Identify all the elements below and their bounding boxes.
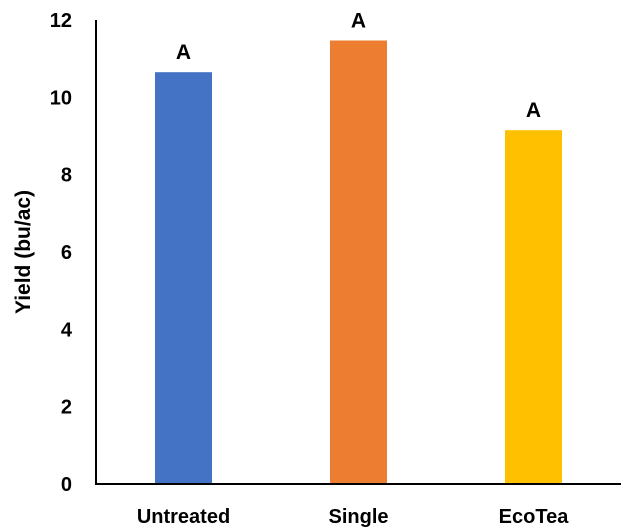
bar-single: [330, 40, 387, 484]
y-tick-label: 4: [61, 319, 73, 341]
significance-label-untreated: A: [176, 41, 191, 64]
bar-ecotea: [505, 130, 562, 484]
category-labels: Untreated Single EcoTea: [137, 506, 569, 528]
y-tick-label: 6: [61, 242, 72, 264]
y-axis-label: Yield (bu/ac): [12, 190, 35, 314]
y-tick-label: 0: [61, 474, 72, 496]
category-label-ecotea: EcoTea: [499, 506, 570, 528]
y-tick-label: 8: [61, 165, 72, 187]
significance-labels: A A A: [176, 9, 541, 122]
significance-label-single: A: [351, 9, 366, 32]
bars: [155, 40, 562, 484]
y-tick-label: 10: [50, 87, 72, 109]
bar-untreated: [155, 72, 212, 484]
category-label-single: Single: [328, 506, 388, 528]
y-tick-label: 2: [61, 397, 72, 419]
significance-label-ecotea: A: [526, 99, 541, 122]
y-tick-labels: 0 2 4 6 8 10 12: [50, 10, 73, 496]
category-label-untreated: Untreated: [137, 506, 230, 528]
y-tick-label: 12: [50, 10, 72, 32]
